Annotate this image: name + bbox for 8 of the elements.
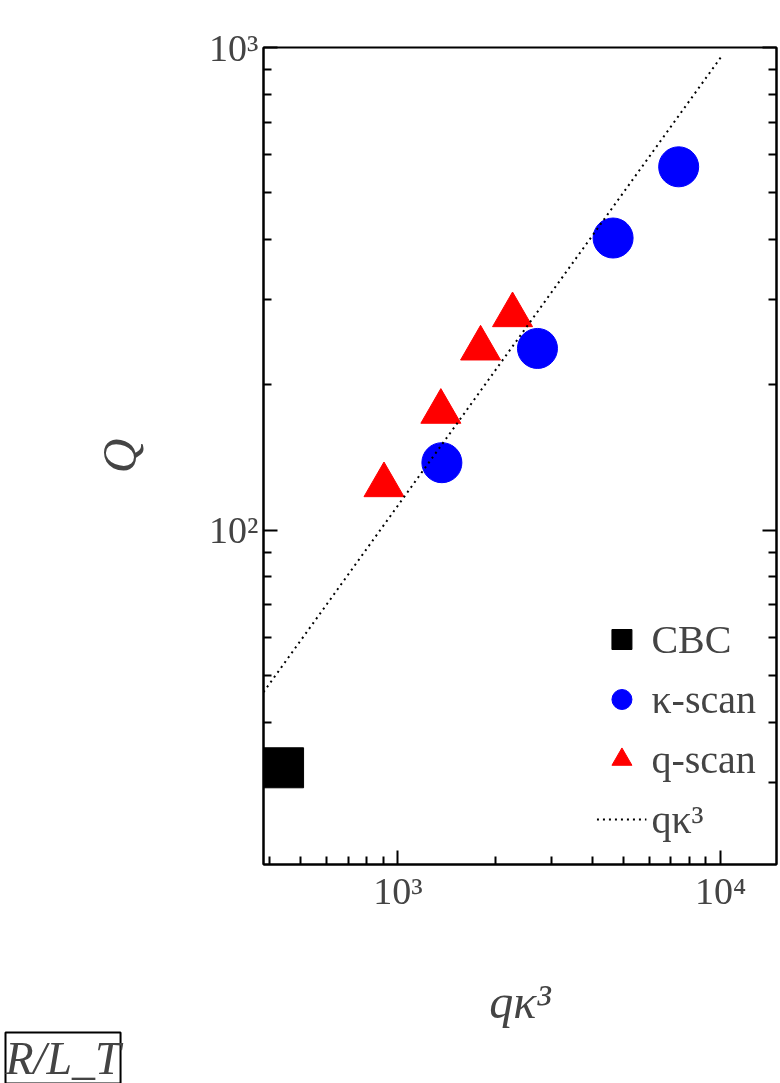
- legend-label: q-scan: [651, 735, 756, 784]
- y-axis-title: Q: [93, 438, 147, 474]
- x-tick-label: 10⁴: [695, 869, 747, 912]
- legend-label: CBC: [651, 615, 732, 664]
- legend-label: κ-scan: [651, 675, 756, 724]
- y-tick-label: 10²: [209, 509, 259, 552]
- x-axis-title: qκ³: [489, 974, 552, 1028]
- legend-label: qκ³: [651, 795, 704, 844]
